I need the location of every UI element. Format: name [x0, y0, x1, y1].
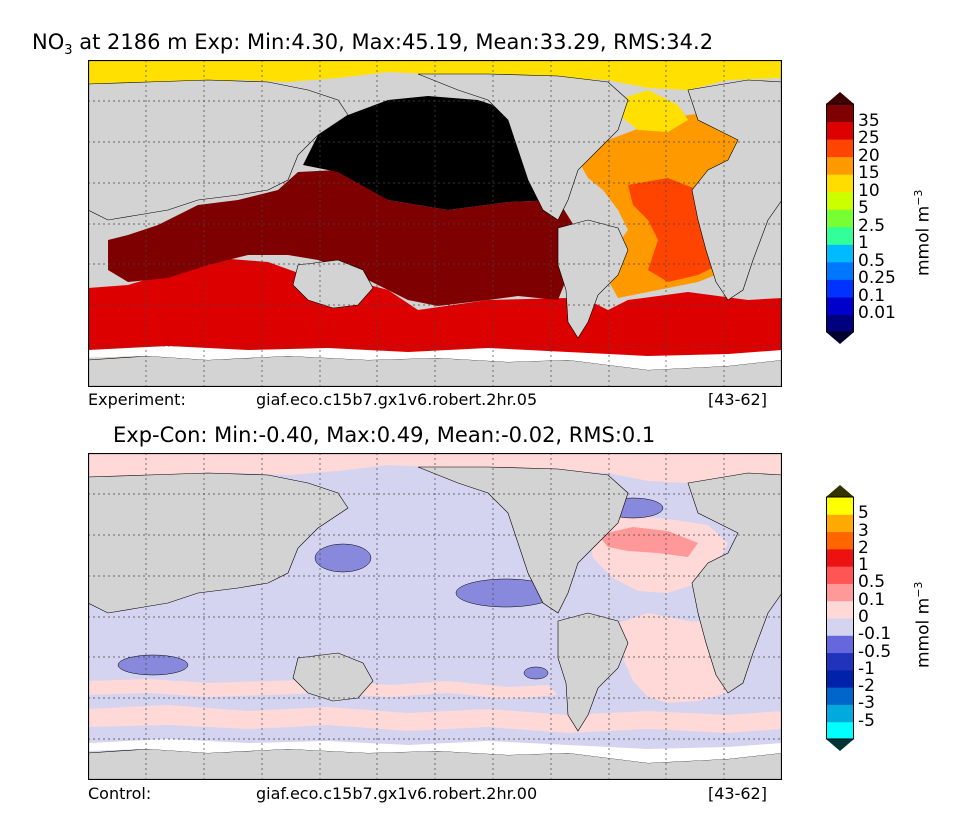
north-pacific-blob	[314, 543, 372, 573]
colorbar-tick-label: 0.1	[858, 589, 886, 610]
colorbar-tick-label: -2	[858, 676, 875, 697]
colorbar-segment	[826, 618, 854, 636]
indian-ocean-blob	[117, 654, 189, 676]
colorbar-tick-label: 2	[858, 537, 869, 558]
experiment-map	[88, 60, 782, 387]
south-america	[557, 219, 629, 339]
graticule	[88, 60, 782, 387]
colorbar-segment	[826, 497, 854, 515]
colorbar-under-arrow	[826, 332, 854, 344]
coastal-patch	[88, 739, 782, 763]
colorbar-tick-label: 0.25	[858, 268, 896, 289]
colorbar-over-arrow	[826, 92, 854, 104]
colorbar-frame	[826, 103, 854, 333]
experiment-colorbar-unit: mmol m−3	[912, 189, 934, 276]
colorbar-segment	[826, 687, 854, 705]
colorbar-segment	[826, 279, 854, 298]
colorbar-segment	[826, 514, 854, 533]
colorbar-segment	[826, 209, 854, 228]
colorbar-segment	[826, 156, 854, 175]
colorbar-tick-label: 20	[858, 145, 880, 166]
experiment-caption-label: Experiment:	[88, 390, 186, 409]
colorbar-tick-label: -0.1	[858, 624, 892, 645]
colorbar-tick-label: 25	[858, 128, 880, 149]
colorbar-segment	[826, 531, 854, 550]
colorbar-tick-label: 1	[858, 233, 869, 254]
top-panel-title: NO3 at 2186 m Exp: Min:4.30, Max:45.19, …	[32, 30, 713, 58]
north-pacific-core	[303, 96, 558, 210]
indo-pacific-deep	[108, 170, 578, 306]
eurasia	[88, 79, 349, 221]
experiment-caption-run: giaf.eco.c15b7.gx1v6.robert.2hr.05	[256, 390, 538, 409]
colorbar-tick-label: 3	[858, 520, 869, 541]
difference-colorbar	[826, 485, 854, 751]
coastal-patch	[88, 346, 782, 370]
colorbar-frame	[826, 496, 854, 740]
eurasia	[88, 472, 349, 614]
colorbar-segment	[826, 244, 854, 263]
colorbar-segment	[826, 191, 854, 210]
colorbar-segment	[826, 721, 854, 740]
north-america	[417, 466, 629, 614]
control-caption-run: giaf.eco.c15b7.gx1v6.robert.2hr.00	[256, 784, 538, 803]
south-pacific-blob	[523, 666, 549, 680]
europe-africa	[687, 472, 782, 694]
colorbar-segment	[826, 104, 854, 123]
difference-map	[88, 453, 782, 780]
colorbar-tick-label: 0.01	[858, 303, 896, 324]
difference-colorbar-unit: mmol m−3	[912, 581, 934, 668]
labrador-sea	[618, 90, 688, 132]
colorbar-segment	[826, 669, 854, 688]
control-caption-label: Control:	[88, 784, 152, 803]
europe-africa	[687, 79, 782, 301]
colorbar-segment	[826, 314, 854, 333]
colorbar-segment	[826, 121, 854, 140]
colorbar-tick-label: 15	[858, 163, 880, 184]
colorbar-segment	[826, 548, 854, 567]
north-atlantic-high	[598, 527, 698, 557]
colorbar-segment	[826, 704, 854, 723]
colorbar-segment	[826, 635, 854, 654]
colorbar-segment	[826, 296, 854, 315]
colorbar-segment	[826, 652, 854, 671]
title-stats: at 2186 m Exp: Min:4.30, Max:45.19, Mean…	[72, 30, 714, 54]
colorbar-tick-label: 0.5	[858, 250, 886, 271]
colorbar-tick-label: 5	[858, 198, 869, 219]
control-caption-years: [43-62]	[708, 784, 767, 803]
experiment-caption-years: [43-62]	[708, 390, 767, 409]
colorbar-tick-label: 1	[858, 555, 869, 576]
colorbar-segment	[826, 583, 854, 602]
colorbar-tick-label: 0	[858, 607, 869, 627]
colorbar-tick-label: 2.5	[858, 215, 886, 236]
colorbar-tick-label: 0.1	[858, 285, 886, 306]
colorbar-segment	[826, 226, 854, 245]
colorbar-tick-label: 0.5	[858, 572, 886, 593]
colorbar-tick-label: -0.5	[858, 641, 892, 662]
south-america	[557, 612, 629, 732]
colorbar-under-arrow	[826, 739, 854, 751]
colorbar-tick-label: 10	[858, 180, 880, 201]
colorbar-tick-label: 5	[858, 503, 869, 524]
experiment-colorbar	[826, 92, 854, 344]
colorbar-over-arrow	[826, 485, 854, 497]
colorbar-segment	[826, 566, 854, 584]
north-america	[417, 73, 629, 221]
bottom-panel-title: Exp-Con: Min:-0.40, Max:0.49, Mean:-0.02…	[113, 423, 656, 447]
colorbar-segment	[826, 600, 854, 619]
colorbar-segment	[826, 139, 854, 158]
colorbar-tick-label: 35	[858, 110, 880, 131]
colorbar-segment	[826, 261, 854, 280]
title-species: NO	[32, 30, 65, 54]
colorbar-segment	[826, 174, 854, 193]
graticule	[88, 453, 782, 780]
colorbar-tick-label: -1	[858, 658, 875, 679]
southern-ocean	[88, 258, 782, 370]
colorbar-tick-label: -5	[858, 710, 875, 731]
title-subscript: 3	[64, 43, 73, 59]
colorbar-tick-label: -3	[858, 693, 875, 714]
